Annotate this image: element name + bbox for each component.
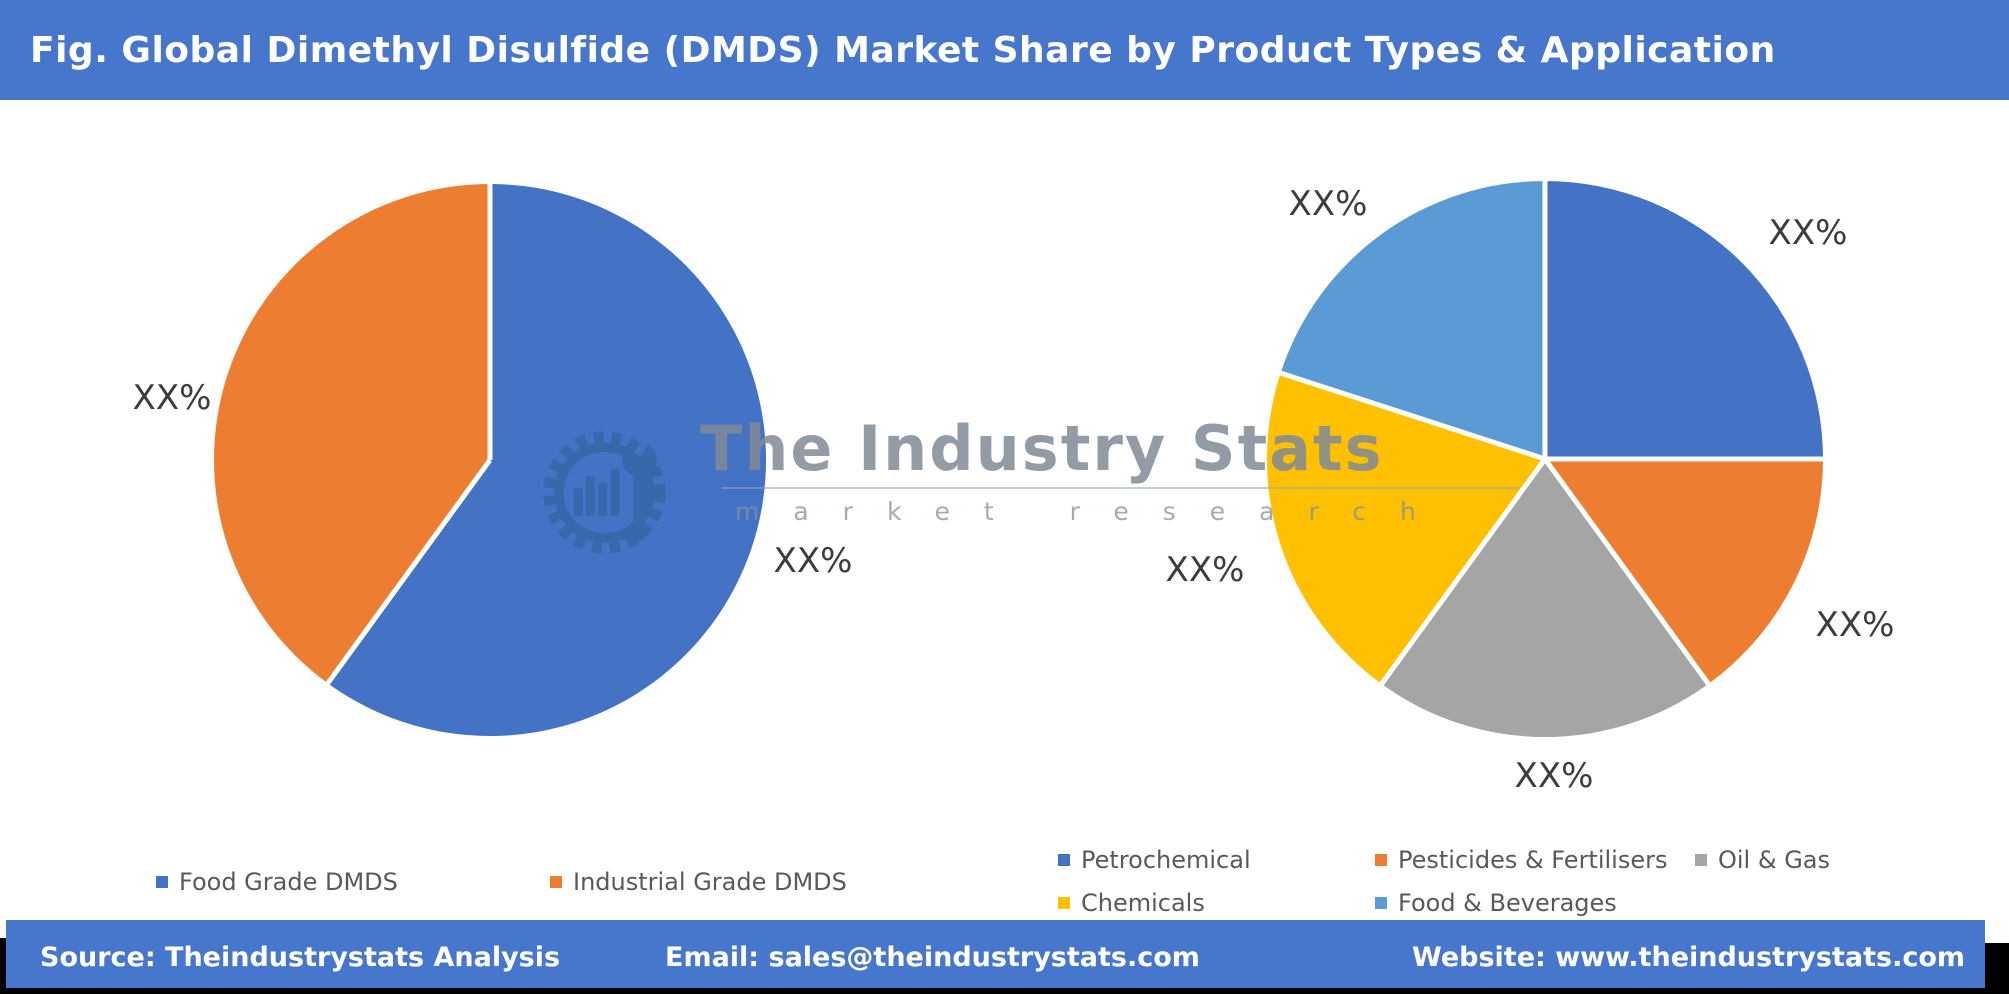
slice-separator: [325, 458, 493, 685]
legend-marker: [1375, 854, 1387, 866]
pie-slice-oil-gas: [1381, 459, 1709, 738]
slice-separator: [1379, 457, 1548, 686]
pie-product-types: [214, 184, 766, 737]
legend-item-petrochemical: Petrochemical: [1058, 844, 1251, 876]
legend-marker: [550, 876, 562, 888]
figure-title: Fig. Global Dimethyl Disulfide (DMDS) Ma…: [30, 29, 1776, 71]
legend-label: Food Grade DMDS: [179, 868, 398, 896]
footer-website: Website: www.theindustrystats.com: [1412, 942, 1966, 973]
pie-slice-pesticides-fertilisers: [1545, 459, 1823, 684]
legend-item-industrial-grade-dmds: Industrial Grade DMDS: [550, 866, 847, 898]
label-food-beverages: XX%: [1288, 184, 1368, 224]
legend-label: Oil & Gas: [1718, 846, 1831, 874]
footer-email: Email: sales@theindustrystats.com: [665, 942, 1200, 973]
label-industrial-grade-dmds: XX%: [132, 378, 212, 418]
legend-item-food-grade-dmds: Food Grade DMDS: [156, 866, 398, 898]
legend-marker: [156, 876, 168, 888]
label-chemicals: XX%: [1165, 550, 1245, 590]
image-edge-bottom: [0, 988, 2009, 994]
pie-slice-petrochemical: [1545, 181, 1823, 459]
label-pesticides-fertilisers: XX%: [1815, 605, 1895, 645]
legend-marker: [1058, 854, 1070, 866]
legend-marker: [1695, 854, 1707, 866]
legend-marker: [1375, 897, 1387, 909]
legend-item-chemicals: Chemicals: [1058, 887, 1205, 919]
legend-label: Petrochemical: [1081, 846, 1251, 874]
header-bar: Fig. Global Dimethyl Disulfide (DMDS) Ma…: [0, 0, 2009, 100]
slice-separator: [1279, 370, 1546, 462]
legend-label: Pesticides & Fertilisers: [1398, 846, 1668, 874]
pie-application: [1267, 181, 1823, 738]
slice-separator: [1542, 457, 1711, 686]
legend-marker: [1058, 897, 1070, 909]
pie-slice-food-beverages: [1280, 181, 1545, 459]
legend-label: Chemicals: [1081, 889, 1205, 917]
legend-item-food-beverages: Food & Beverages: [1375, 887, 1617, 919]
label-petrochemical: XX%: [1768, 213, 1848, 253]
legend-item-oil-gas: Oil & Gas: [1695, 844, 1830, 876]
legend-label: Food & Beverages: [1398, 889, 1617, 917]
label-food-grade-dmds: XX%: [773, 541, 853, 581]
label-oil-gas: XX%: [1514, 756, 1594, 796]
pie-slice-chemicals: [1267, 373, 1545, 684]
pie-slice-industrial-grade-dmds: [214, 184, 490, 684]
legend-item-pesticides-fertilisers: Pesticides & Fertilisers: [1375, 844, 1667, 876]
image-edge-left: [0, 938, 6, 994]
footer-source: Source: Theindustrystats Analysis: [40, 942, 561, 973]
image-edge-right: [1985, 943, 2009, 994]
legend-label: Industrial Grade DMDS: [573, 868, 847, 896]
footer-bar: [6, 920, 1985, 990]
